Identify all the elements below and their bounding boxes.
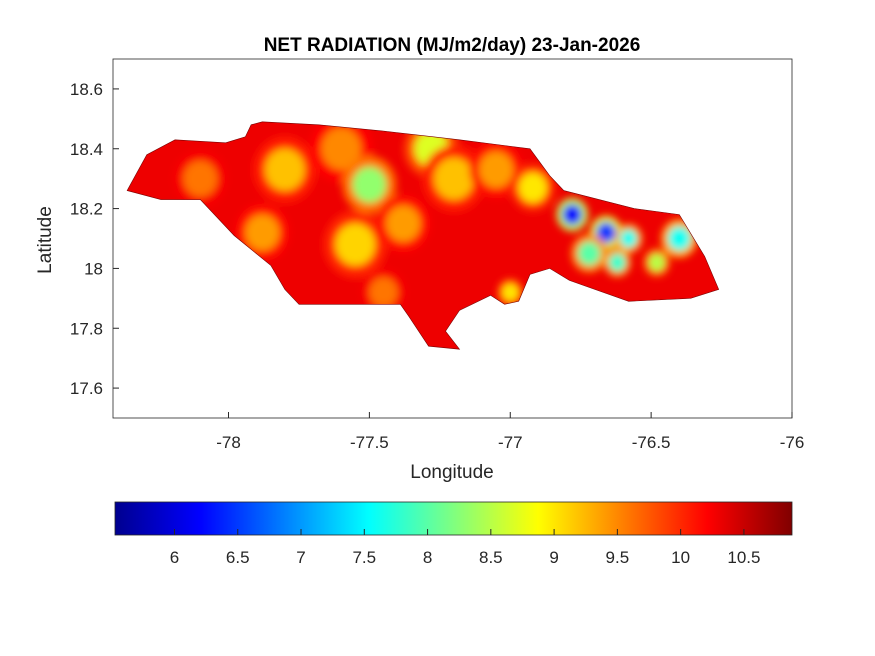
chart-title: NET RADIATION (MJ/m2/day) 23-Jan-2026 [264, 35, 641, 56]
colorbar-tick-label: 8 [423, 548, 432, 567]
colorbar-tick-label: 7 [296, 548, 305, 567]
colorbar-tick-label: 8.5 [479, 548, 503, 567]
y-tick-label: 18.4 [70, 140, 103, 159]
field-patch [562, 204, 583, 226]
field-patch [369, 277, 398, 308]
field-patch [668, 226, 691, 251]
colorbar-tick-label: 10.5 [727, 548, 760, 567]
x-tick-label: -76 [780, 433, 805, 452]
colorbar-tick-label: 6 [170, 548, 179, 567]
field-patch [352, 166, 387, 203]
y-tick-label: 18.6 [70, 80, 103, 99]
x-tick-label: -76.5 [632, 433, 671, 452]
field-patch [501, 283, 519, 302]
y-tick-label: 18 [84, 259, 103, 278]
field-patch [321, 127, 361, 170]
colorbar-tick-label: 6.5 [226, 548, 250, 567]
field-patch [518, 172, 547, 203]
field-patch [245, 214, 280, 251]
x-axis-label: Longitude [410, 462, 493, 483]
field-patch [620, 229, 638, 248]
field-patch [434, 157, 474, 200]
colorbar-tick-label: 9.5 [606, 548, 630, 567]
y-tick-label: 17.8 [70, 319, 103, 338]
field-patch [596, 222, 616, 243]
field-patch [648, 253, 666, 272]
x-tick-label: -77.5 [350, 433, 389, 452]
field-patch [335, 223, 376, 266]
radiation-field [127, 121, 719, 350]
field-patch [386, 205, 421, 242]
coastline [126, 121, 720, 350]
y-axis-label: Latitude [35, 206, 56, 274]
x-tick-label: -77 [498, 433, 523, 452]
y-tick-label: 17.6 [70, 379, 103, 398]
field-patch [608, 253, 626, 272]
colorbar-tick-label: 9 [549, 548, 558, 567]
colorbar-tick-label: 10 [671, 548, 690, 567]
field-patch [479, 151, 514, 188]
colorbar [114, 501, 793, 536]
field-patch [577, 241, 601, 266]
x-tick-label: -78 [216, 433, 241, 452]
field-patch [183, 160, 218, 197]
y-tick-label: 18.2 [70, 200, 103, 219]
colorbar-tick-label: 7.5 [352, 548, 376, 567]
field-patch [265, 148, 305, 191]
